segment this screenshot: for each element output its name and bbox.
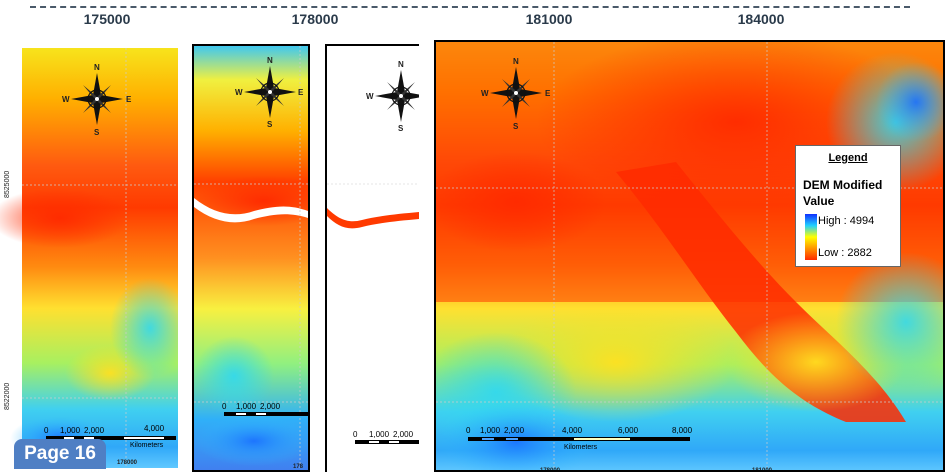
compass-e: E [298, 88, 304, 97]
top-axis-tick: 178000 [291, 11, 339, 27]
compass-rose-icon [243, 65, 297, 119]
compass-s: S [94, 128, 100, 137]
coord-label: 181000 [752, 468, 773, 472]
river-line-3 [327, 46, 419, 472]
coord-label: 8525000 [4, 170, 11, 198]
coord-label: 178 [293, 464, 304, 470]
scale-number: 4,000 [144, 424, 165, 433]
scale-number: 4,000 [562, 426, 583, 435]
scale-number: 0 [222, 402, 227, 411]
compass-n: N [267, 56, 273, 65]
map-panel-2: 178 8525000 8522000 N S W E 0 1,000 2,00… [192, 44, 310, 472]
dem-raster-2 [194, 46, 308, 470]
legend-color-ramp [805, 214, 817, 260]
scale-number: 0 [44, 426, 49, 435]
scale-number: 1,000 [369, 430, 390, 439]
top-axis-tick: 175000 [83, 11, 131, 27]
map-legend: Legend DEM Modified Value High : 4994 Lo… [795, 145, 901, 267]
compass-w: W [62, 95, 70, 104]
compass-rose-icon [70, 72, 124, 126]
scale-number: 0 [466, 426, 471, 435]
legend-high-label: High : 4994 [818, 215, 875, 227]
compass-w: W [366, 92, 374, 101]
scale-bar: 0 1,000 2,000 4,000 6,000 8,000 Kilomete… [466, 426, 696, 460]
coord-label: 178000 [540, 468, 561, 472]
top-coordinate-axis: 175000 178000 181000 184000 [0, 0, 945, 38]
compass-n: N [94, 63, 100, 72]
scale-number: 6,000 [618, 426, 639, 435]
scale-bar: 0 1,000 2,000 4,000 Kilometers [44, 424, 178, 456]
scale-unit: Kilometers [564, 444, 598, 451]
scale-number: 2,000 [84, 426, 105, 435]
top-axis-tick: 184000 [737, 11, 785, 27]
page-number-badge: Page 16 [14, 439, 106, 469]
scale-number: 1,000 [480, 426, 501, 435]
compass-rose-icon [489, 66, 543, 120]
legend-title: Legend [828, 152, 868, 164]
scale-number: 0 [353, 430, 358, 439]
compass-w: W [481, 89, 489, 98]
map-panel-4: 178000 181000 8525000 8522000 N S W E 0 … [434, 40, 945, 472]
compass-e: E [126, 95, 132, 104]
compass-n: N [513, 57, 519, 66]
compass-rose-icon [374, 69, 419, 123]
compass-s: S [513, 122, 519, 131]
top-axis-line [30, 6, 910, 8]
scale-number: 2,000 [504, 426, 525, 435]
map-panel-3: 8525000 8522000 N S W 0 1,000 2,000 [325, 44, 419, 472]
scale-number: 1,000 [60, 426, 81, 435]
scale-bar: 0 1,000 2,000 [353, 430, 419, 454]
scale-number: 1,000 [236, 402, 257, 411]
top-axis-tick: 181000 [525, 11, 573, 27]
compass-s: S [267, 120, 273, 129]
compass-w: W [235, 88, 243, 97]
compass-n: N [398, 60, 404, 69]
scale-number: 2,000 [260, 402, 281, 411]
compass-e: E [545, 89, 551, 98]
scale-unit: Kilometers [130, 442, 164, 449]
legend-low-label: Low : 2882 [818, 247, 872, 259]
scale-number: 8,000 [672, 426, 693, 435]
coord-label: 8522000 [4, 382, 11, 410]
map-panel-1: 178000 8525000 8522000 N S W E 0 1,000 2… [0, 38, 178, 468]
coord-label: 178000 [117, 38, 137, 40]
coord-label: 178000 [117, 460, 138, 466]
dem-raster-1 [0, 48, 178, 468]
compass-s: S [398, 124, 404, 133]
legend-layer-name: DEM Modified Value [803, 178, 883, 208]
scale-number: 2,000 [393, 430, 414, 439]
scale-bar: 0 1,000 2,000 [222, 402, 308, 432]
